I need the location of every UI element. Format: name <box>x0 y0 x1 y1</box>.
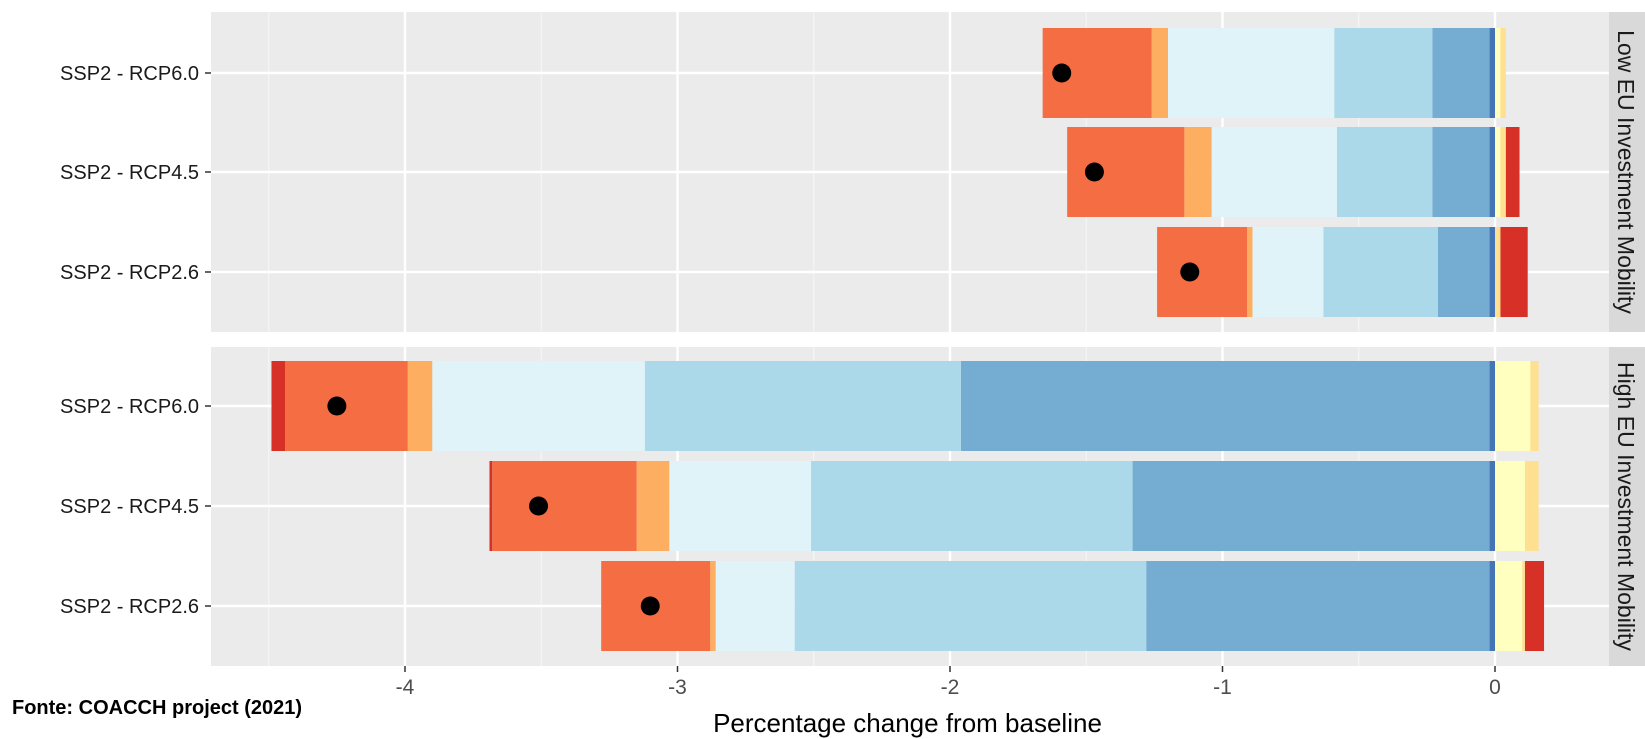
bar-segment <box>1495 28 1501 118</box>
bar-row <box>271 361 1539 451</box>
facet-strip-label: Low EU Investment Mobility <box>1613 30 1639 314</box>
total-marker <box>1084 162 1104 182</box>
total-marker <box>529 496 549 516</box>
bar-segment <box>1495 127 1501 217</box>
bar-segment <box>1067 127 1185 217</box>
bar-row <box>601 561 1545 651</box>
bar-segment <box>1524 461 1539 551</box>
bar-segment <box>1500 28 1506 118</box>
bar-segment <box>1522 561 1525 651</box>
bar-segment <box>1495 561 1523 651</box>
bar-segment <box>492 461 637 551</box>
bar-row <box>1067 127 1520 217</box>
bar-segment <box>1132 461 1490 551</box>
bar-segment <box>1489 561 1495 651</box>
total-marker <box>1180 262 1200 282</box>
y-tick-label: SSP2 - RCP6.0 <box>60 396 199 418</box>
bar-segment <box>1323 227 1438 317</box>
bar-segment <box>1489 361 1495 451</box>
panel-2: SSP2 - RCP6.0 SSP2 - RCP4.5 SSP2 - RCP2.6 H… <box>60 347 1645 666</box>
bar-segment <box>1432 127 1490 217</box>
y-tick-label: SSP2 - RCP4.5 <box>60 496 199 518</box>
bar-segment <box>1168 28 1335 118</box>
bar-segment <box>489 461 493 551</box>
bar-segment <box>1184 127 1212 217</box>
facet-strip-label: High EU Investment Mobility <box>1613 362 1639 651</box>
total-marker <box>327 396 347 416</box>
bar-segment <box>715 561 795 651</box>
x-axis: -4 -3 -2 -1 0 <box>396 666 1501 699</box>
bar-segment <box>1489 127 1495 217</box>
bar-segment <box>1437 227 1490 317</box>
bar-segment <box>1146 561 1490 651</box>
y-tick-label: SSP2 - RCP2.6 <box>60 596 199 618</box>
bar-segment <box>1505 127 1520 217</box>
bar-segment <box>1500 127 1506 217</box>
bar-segment <box>432 361 645 451</box>
total-marker <box>640 596 660 616</box>
facet-strip <box>1609 12 1645 332</box>
bar-segment <box>1151 28 1168 118</box>
facet-strip <box>1609 347 1645 666</box>
bar-segment <box>1157 227 1248 317</box>
bar-segment <box>1495 227 1501 317</box>
y-tick-label: SSP2 - RCP4.5 <box>60 162 199 184</box>
panel-1: SSP2 - RCP6.0 SSP2 - RCP4.5 SSP2 - RCP2.6 L… <box>60 12 1645 332</box>
x-tick-label: -3 <box>668 676 687 699</box>
bar-segment <box>1334 28 1433 118</box>
x-axis-title: Percentage change from baseline <box>713 708 1102 738</box>
y-tick-label: SSP2 - RCP6.0 <box>60 63 199 85</box>
chart-panels: SSP2 - RCP6.0 SSP2 - RCP4.5 SSP2 - RCP2.6 L… <box>60 12 1645 666</box>
bar-segment <box>1336 127 1433 217</box>
bar-segment <box>1500 227 1528 317</box>
bar-segment <box>669 461 812 551</box>
bar-segment <box>1489 461 1495 551</box>
x-tick-label: -1 <box>1213 676 1232 699</box>
total-marker <box>1052 63 1072 83</box>
bar-segment <box>1530 361 1539 451</box>
bar-segment <box>1211 127 1337 217</box>
bar-segment <box>1247 227 1253 317</box>
bar-segment <box>644 361 961 451</box>
bar-segment <box>285 361 408 451</box>
bar-row <box>1042 28 1506 118</box>
x-tick-label: -4 <box>396 676 415 699</box>
bar-segment <box>1524 561 1545 651</box>
bar-segment <box>1489 28 1495 118</box>
bar-segment <box>1495 361 1531 451</box>
x-tick-label: -2 <box>941 676 960 699</box>
bar-segment <box>710 561 716 651</box>
bar-segment <box>794 561 1147 651</box>
bar-segment <box>407 361 433 451</box>
bar-segment <box>1432 28 1490 118</box>
bar-segment <box>1489 227 1495 317</box>
bar-segment <box>960 361 1490 451</box>
bar-segment <box>636 461 670 551</box>
bar-segment <box>811 461 1133 551</box>
x-tick-label: 0 <box>1489 676 1501 699</box>
bar-segment <box>1252 227 1324 317</box>
bar-segment <box>1495 461 1525 551</box>
y-tick-label: SSP2 - RCP2.6 <box>60 262 199 284</box>
bar-row <box>489 461 1539 551</box>
bar-row <box>1157 227 1528 317</box>
source-note: Fonte: COACCH project (2021) <box>12 697 303 719</box>
bar-segment <box>271 361 286 451</box>
